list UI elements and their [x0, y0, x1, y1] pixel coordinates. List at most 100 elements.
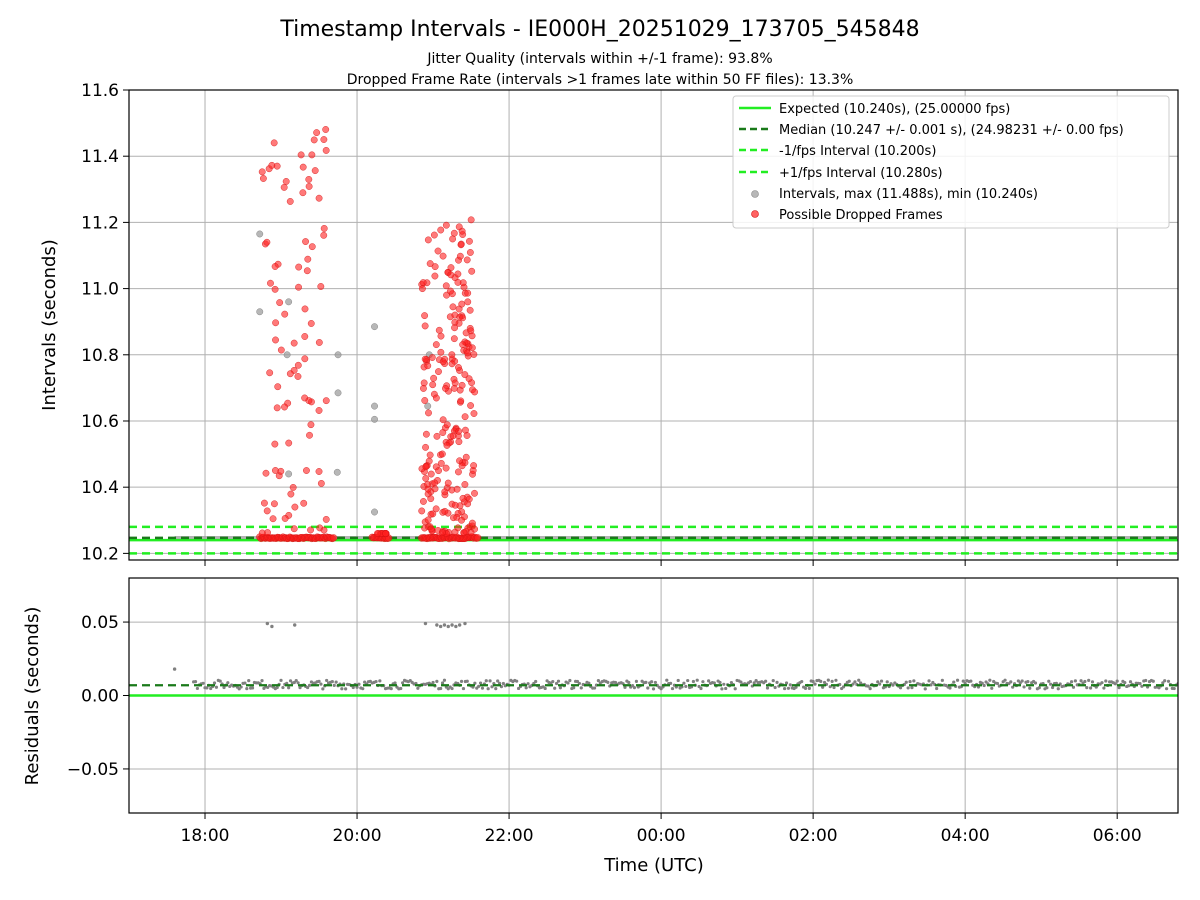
residual-point: [1009, 680, 1013, 684]
residual-point: [682, 681, 686, 685]
dropped-frame-point: [454, 524, 462, 532]
residual-point: [786, 686, 791, 690]
residual-point: [243, 681, 247, 685]
residual-point: [1047, 679, 1051, 683]
residual-point: [720, 687, 724, 691]
dropped-frame-point: [420, 385, 427, 392]
interval-point: [285, 298, 293, 306]
dropped-frame-point: [435, 326, 443, 334]
interval-point: [256, 230, 264, 238]
residual-point: [275, 685, 279, 690]
dropped-frame-point: [463, 432, 471, 439]
residual-point: [209, 686, 213, 691]
residual-point: [800, 679, 804, 684]
residual-point: [374, 679, 378, 684]
dropped-frame-point: [439, 429, 447, 436]
intervals-y-tick-label: 11.2: [81, 213, 119, 233]
dropped-frame-point: [461, 481, 469, 488]
dropped-frame-point: [439, 416, 447, 424]
dropped-frame-point: [462, 453, 470, 461]
residual-point: [1037, 686, 1041, 690]
residual-point: [718, 680, 722, 685]
residual-point: [1083, 679, 1087, 684]
dropped-frame-point: [427, 495, 435, 503]
dropped-frame-point: [431, 479, 439, 487]
residual-point: [281, 685, 285, 690]
interval-point: [424, 402, 432, 410]
dropped-frame-point: [301, 394, 309, 402]
residual-point: [1033, 681, 1038, 685]
residual-point: [1087, 678, 1091, 682]
residual-point: [205, 686, 209, 690]
intervals-marks: [129, 126, 1178, 555]
residual-point: [442, 678, 447, 682]
residual-point: [644, 680, 648, 684]
intervals-y-tick-label: 11.6: [81, 81, 119, 101]
residual-outlier-point: [270, 624, 274, 629]
residual-point: [1088, 686, 1093, 690]
dropped-frame-point: [307, 320, 315, 327]
residual-point: [691, 679, 696, 684]
residual-point: [459, 679, 464, 684]
residual-point: [1056, 687, 1060, 691]
residual-point: [701, 680, 705, 684]
dropped-frame-point: [322, 397, 330, 405]
residual-point: [319, 682, 323, 686]
residual-point: [988, 678, 992, 682]
dropped-frame-point: [442, 282, 450, 290]
dropped-frame-point: [450, 229, 458, 237]
residual-point: [632, 686, 637, 690]
residual-point: [752, 681, 756, 685]
interval-point: [371, 415, 378, 423]
residuals-y-ticks: 0.05 0.00 −0.05: [67, 613, 129, 780]
residual-point: [1085, 686, 1089, 690]
residual-point: [866, 684, 870, 688]
residual-point: [344, 687, 348, 691]
residual-point: [794, 685, 798, 689]
intervals-y-ticks: 10.2 10.4 10.6 10.8 11.0 11.2 11.4 11.6: [81, 81, 129, 564]
residual-point: [697, 684, 701, 689]
residual-outlier-point: [457, 623, 462, 627]
residual-point: [330, 679, 334, 684]
residual-point: [748, 679, 753, 684]
residual-point: [321, 687, 325, 691]
residual-point: [478, 681, 483, 685]
residual-outlier-point: [442, 623, 447, 627]
dropped-frame-point: [455, 438, 463, 446]
dropped-frame-point: [301, 333, 309, 340]
residual-outlier-point: [265, 621, 270, 626]
residual-point: [990, 686, 994, 690]
dropped-frame-point: [433, 432, 441, 440]
dropped-frame-point: [306, 431, 313, 439]
dropped-frame-point: [467, 402, 474, 409]
interval-point: [371, 323, 378, 331]
residual-point: [226, 681, 230, 685]
residual-point: [651, 687, 656, 691]
dropped-frame-point: [424, 362, 432, 370]
dropped-frame-point: [418, 507, 426, 515]
dropped-frame-point: [457, 397, 465, 405]
dropped-frame-point: [286, 198, 294, 205]
residual-point: [754, 678, 758, 683]
residual-point: [834, 678, 838, 682]
dropped-frame-point: [258, 529, 266, 537]
dropped-frame-point: [290, 525, 298, 533]
residual-point: [826, 678, 830, 682]
residual-point: [1069, 680, 1074, 684]
residual-point: [623, 685, 627, 689]
residual-point: [296, 681, 300, 685]
residual-point: [634, 679, 638, 683]
dropped-frame-point: [439, 358, 447, 366]
residual-point: [1126, 684, 1131, 688]
dropped-frame-point: [273, 162, 281, 170]
residual-point: [729, 680, 734, 685]
dropped-frame-point: [468, 344, 476, 352]
residual-point: [775, 680, 779, 684]
residual-point: [556, 679, 561, 683]
dropped-frame-point: [322, 147, 330, 154]
residual-point: [712, 681, 716, 685]
residual-point: [1003, 678, 1007, 682]
residual-point: [1054, 681, 1058, 685]
residual-point: [1022, 685, 1026, 689]
dropped-frame-point: [453, 513, 461, 521]
